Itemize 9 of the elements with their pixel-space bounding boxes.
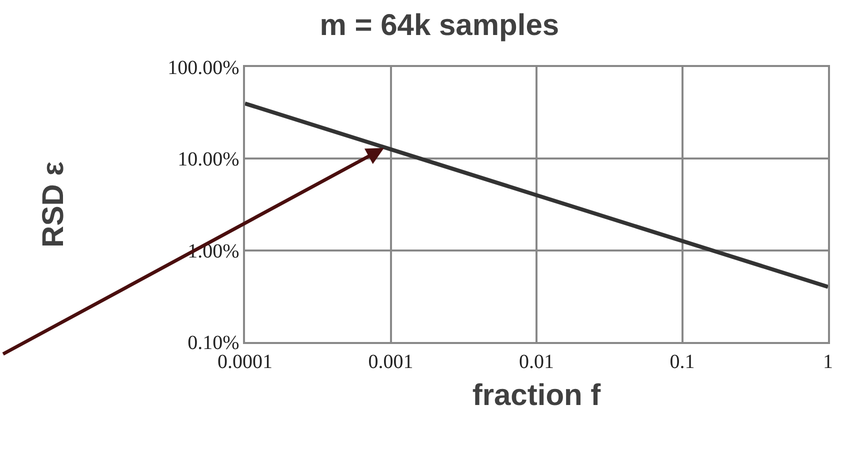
- y-axis-title: RSD ε: [37, 162, 70, 248]
- x-tick-label: 1: [823, 350, 833, 373]
- x-tick-label: 0.001: [368, 350, 414, 373]
- chart-title: m = 64k samples: [320, 8, 560, 42]
- y-tick-label: 10.00%: [178, 148, 240, 171]
- x-tick-label: 0.01: [519, 350, 554, 373]
- x-tick-label: 0.1: [670, 350, 695, 373]
- x-axis-title: fraction f: [472, 378, 602, 412]
- y-tick-label: 100.00%: [168, 57, 240, 79]
